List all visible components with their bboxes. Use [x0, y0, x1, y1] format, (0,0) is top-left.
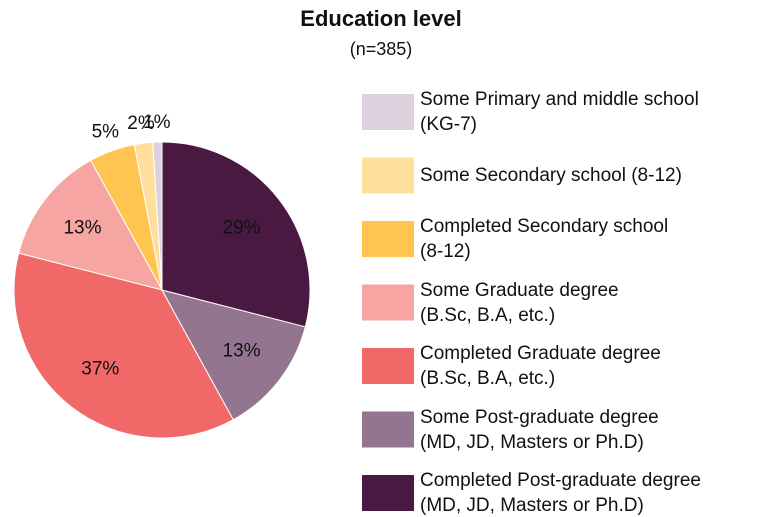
pie-slice	[13, 252, 234, 439]
pie-slice	[161, 141, 311, 328]
pie-slice	[18, 159, 163, 291]
legend-label: Some Post-graduate degree (MD, JD, Maste…	[420, 406, 659, 453]
slice-label: 29%	[223, 217, 261, 238]
legend-swatch	[362, 348, 414, 384]
legend-swatch	[362, 411, 414, 448]
legend-swatch	[362, 221, 414, 257]
legend-label: Some Graduate degree (B.Sc, B.A, etc.)	[420, 279, 619, 326]
legend-swatch	[362, 475, 414, 511]
slice-label: 13%	[63, 217, 101, 238]
chart-subtitle: (n=385)	[350, 39, 413, 59]
legend-swatch	[362, 284, 414, 321]
legend-label: Some Secondary school (8-12)	[420, 165, 682, 186]
legend-label: Completed Graduate degree (B.Sc, B.A, et…	[420, 343, 661, 389]
slice-label: 13%	[223, 341, 261, 362]
legend-label: Some Primary and middle school (KG-7)	[420, 89, 699, 135]
slice-label: 2%	[127, 113, 155, 134]
legend-label: Completed Secondary school (8-12)	[420, 216, 669, 262]
slice-label: 37%	[81, 359, 119, 380]
legend-label: Completed Post-graduate degree (MD, JD, …	[420, 470, 701, 516]
chart-title: Education level	[300, 6, 461, 31]
legend-swatch	[362, 94, 414, 130]
slice-label: 5%	[92, 122, 120, 143]
legend-swatch	[362, 157, 414, 194]
pie-slice	[161, 289, 306, 421]
slice-label: 1%	[143, 112, 171, 133]
